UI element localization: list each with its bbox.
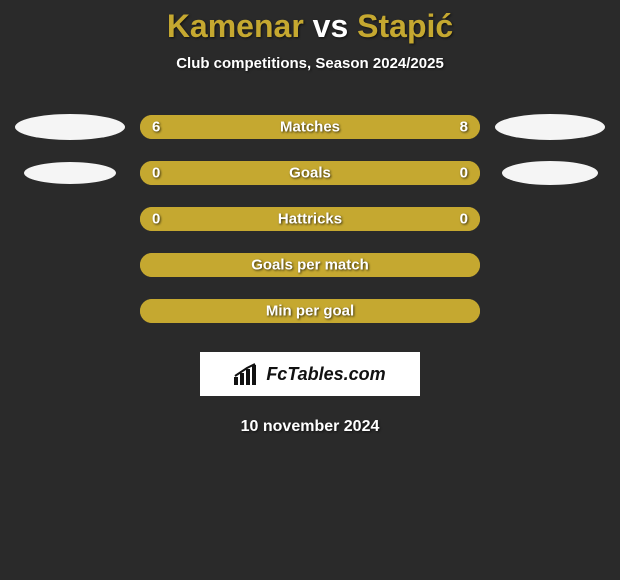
stat-left-value: 0: [152, 165, 160, 182]
stat-bar-hattricks: 0 Hattricks 0: [140, 207, 480, 231]
stat-left-value: 0: [152, 211, 160, 228]
stat-label: Goals: [289, 165, 331, 182]
bar-wrap: Goals per match: [130, 253, 490, 277]
avatar-left-col: [10, 114, 130, 140]
avatar-left-col: [10, 162, 130, 184]
stat-right-value: 0: [460, 211, 468, 228]
brand-logo-text: FcTables.com: [266, 364, 385, 385]
avatar-player1-small: [24, 162, 116, 184]
brand-logo-box: FcTables.com: [200, 352, 420, 396]
title-player2: Stapić: [357, 8, 453, 44]
avatar-player1-large: [15, 114, 125, 140]
bar-wrap: 0 Hattricks 0: [130, 207, 490, 231]
bar-fill-right: [310, 161, 480, 185]
stat-right-value: 8: [460, 119, 468, 136]
stat-row-hattricks: 0 Hattricks 0: [0, 196, 620, 242]
bar-wrap: 6 Matches 8: [130, 115, 490, 139]
stat-row-min-per-goal: Min per goal: [0, 288, 620, 334]
stat-bar-matches: 6 Matches 8: [140, 115, 480, 139]
stat-row-goals: 0 Goals 0: [0, 150, 620, 196]
bar-chart-icon: [234, 363, 260, 385]
date-text: 10 november 2024: [0, 418, 620, 436]
bar-wrap: 0 Goals 0: [130, 161, 490, 185]
page-title: Kamenar vs Stapić: [0, 8, 620, 45]
stat-right-value: 0: [460, 165, 468, 182]
avatar-player2-large: [495, 114, 605, 140]
stat-left-value: 6: [152, 119, 160, 136]
stat-label: Hattricks: [278, 211, 342, 228]
bar-fill-left: [140, 161, 310, 185]
stat-bar-goals-per-match: Goals per match: [140, 253, 480, 277]
avatar-player2-small: [502, 161, 598, 185]
stat-label: Matches: [280, 119, 340, 136]
stat-bar-goals: 0 Goals 0: [140, 161, 480, 185]
title-vs: vs: [313, 8, 349, 44]
subtitle: Club competitions, Season 2024/2025: [0, 55, 620, 72]
avatar-right-col: [490, 161, 610, 185]
stat-row-goals-per-match: Goals per match: [0, 242, 620, 288]
stat-bar-min-per-goal: Min per goal: [140, 299, 480, 323]
stat-label: Min per goal: [266, 303, 354, 320]
avatar-right-col: [490, 114, 610, 140]
bar-fill-left: [140, 115, 276, 139]
infographic-root: Kamenar vs Stapić Club competitions, Sea…: [0, 0, 620, 436]
stat-label: Goals per match: [251, 257, 369, 274]
bar-wrap: Min per goal: [130, 299, 490, 323]
stat-row-matches: 6 Matches 8: [0, 104, 620, 150]
title-player1: Kamenar: [167, 8, 304, 44]
